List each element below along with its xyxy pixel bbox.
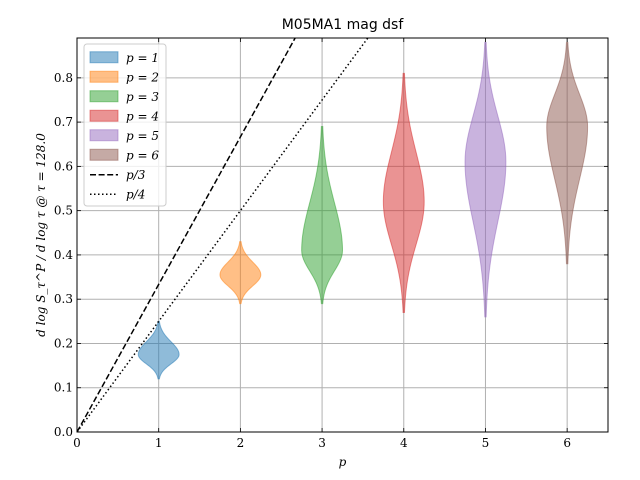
legend: p = 1 p = 2 p = 3 p = 4 p = 5 p = 6 p/3 p/4 bbox=[83, 43, 167, 207]
x-tick-label: 4 bbox=[400, 436, 408, 450]
legend-label: p = 2 bbox=[126, 70, 159, 84]
x-tick-label: 3 bbox=[318, 436, 326, 450]
y-axis-label: d log S_τ^P / d log τ @ τ = 128.0 bbox=[34, 133, 48, 337]
legend-swatch bbox=[89, 51, 119, 64]
legend-label: p = 4 bbox=[126, 109, 159, 123]
violin-p5 bbox=[464, 41, 507, 318]
legend-label: p/4 bbox=[126, 187, 145, 201]
y-tick-label: 0.6 bbox=[54, 159, 73, 173]
violin-p4 bbox=[382, 72, 425, 313]
legend-swatch bbox=[89, 70, 119, 83]
violin-p6 bbox=[546, 41, 589, 265]
y-tick-label: 0.5 bbox=[54, 204, 73, 218]
legend-swatch bbox=[89, 148, 119, 161]
violins bbox=[137, 41, 589, 380]
x-tick-label: 1 bbox=[155, 436, 163, 450]
chart-title: M05MA1 mag dsf bbox=[282, 17, 405, 33]
x-tick-label: 5 bbox=[482, 436, 490, 450]
legend-box bbox=[83, 43, 167, 207]
legend-label: p = 6 bbox=[126, 148, 159, 162]
legend-label: p = 5 bbox=[126, 129, 159, 143]
x-tick-label: 0 bbox=[73, 436, 81, 450]
x-tick-label: 6 bbox=[563, 436, 571, 450]
legend-label: p = 3 bbox=[126, 90, 159, 104]
y-tick-label: 0.0 bbox=[54, 425, 73, 439]
y-tick-label: 0.2 bbox=[54, 336, 73, 350]
reference-lines bbox=[77, 38, 369, 432]
violin-p1 bbox=[137, 320, 180, 380]
x-axis-label: p bbox=[339, 455, 347, 469]
legend-label: p/3 bbox=[126, 168, 146, 182]
y-tick-label: 0.1 bbox=[54, 381, 73, 395]
y-tick-label: 0.4 bbox=[54, 248, 73, 262]
violin-p3 bbox=[301, 126, 344, 305]
violin-p2 bbox=[219, 241, 262, 305]
x-tick-label: 2 bbox=[237, 436, 245, 450]
y-tick-label: 0.7 bbox=[54, 115, 73, 129]
y-tick-label: 0.3 bbox=[54, 292, 73, 306]
ticks: 0 1 2 3 4 5 6 0.0 0.1 0.2 0.3 0.4 0.5 0.6 0.7 0.8 bbox=[54, 38, 608, 450]
legend-swatch bbox=[89, 109, 119, 122]
reference-line-dashed bbox=[77, 38, 296, 432]
y-tick-label: 0.8 bbox=[54, 71, 73, 85]
axes-frame bbox=[76, 37, 609, 433]
reference-line-dotted bbox=[77, 38, 369, 432]
legend-label: p = 1 bbox=[126, 51, 159, 65]
legend-swatch bbox=[89, 90, 119, 103]
legend-swatch bbox=[89, 129, 119, 142]
